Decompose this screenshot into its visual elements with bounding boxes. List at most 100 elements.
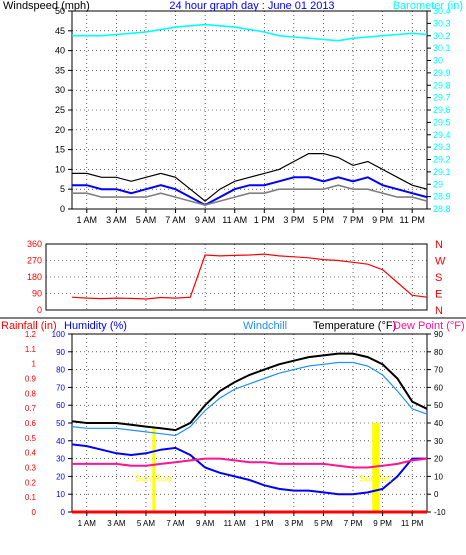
direction-ytick-label: 360 [27, 239, 42, 249]
humidity-ytick-label: 100 [52, 330, 66, 339]
series-avg [72, 184, 428, 206]
baro-ytick-label: 30.3 [433, 18, 451, 28]
temp-xtick-label: 5 AM [137, 519, 156, 528]
series-dewpoint [72, 457, 428, 469]
direction-ytick-label: 0 [37, 305, 42, 315]
temp-xtick-label: 9 AM [196, 519, 215, 528]
temp-ytick-label: -10 [434, 508, 446, 517]
temp-xtick-label: 11 AM [224, 519, 246, 528]
wind-xtick-label: 11 AM [222, 215, 247, 225]
rain-ytick-label: 0.6 [25, 419, 37, 428]
wind-ytick-label: 5 [60, 184, 65, 194]
direction-ytick-label: 270 [27, 256, 42, 266]
series-windchill [71, 361, 428, 437]
humidity-ytick-label: 30 [56, 455, 65, 464]
wind-ytick-label: 35 [55, 65, 65, 75]
baro-ytick-label: 29.6 [433, 105, 451, 115]
wind-ytick-label: 20 [55, 125, 65, 135]
baro-ytick-label: 29.4 [433, 130, 451, 140]
wind-ytick-label: 50 [55, 6, 65, 16]
legend-humidity: Humidity (%) [64, 320, 127, 332]
direction-ytick-label: 180 [27, 272, 42, 282]
sun-marker [152, 428, 156, 512]
wind-xtick-label: 7 AM [165, 215, 186, 225]
direction-ytick-label: 90 [32, 289, 42, 299]
temp-xtick-label: 3 AM [107, 519, 126, 528]
legend-windchill: Windchill [243, 320, 287, 332]
temp-ytick-label: 70 [434, 366, 443, 375]
temp-xtick-label: 9 PM [373, 519, 392, 528]
rain-ytick-label: 0.4 [25, 449, 37, 458]
wind-ytick-label: 30 [55, 85, 65, 95]
series-gust [72, 153, 428, 202]
rain-ytick-label: 1.2 [25, 330, 37, 339]
temp-xtick-label: 5 PM [314, 519, 333, 528]
graph-title: 24 hour graph day : June 01 2013 [169, 0, 334, 12]
temp-ytick-label: 60 [434, 383, 443, 392]
wind-ytick-label: 0 [60, 204, 65, 214]
temp-xtick-label: 1 PM [255, 519, 274, 528]
temp-xtick-label: 11 PM [401, 519, 424, 528]
compass-label: S [435, 272, 442, 284]
barometer-axis-title: Barometer (in) [393, 0, 463, 12]
temp-xtick-label: 1 AM [78, 519, 97, 528]
temp-ytick-label: 10 [434, 472, 443, 481]
temp-ytick-label: 30 [434, 437, 443, 446]
temp-ytick-label: 80 [434, 348, 443, 357]
wind-ytick-label: 10 [55, 164, 65, 174]
humidity-ytick-label: 80 [56, 366, 65, 375]
rain-ytick-label: 0.1 [25, 493, 37, 502]
humidity-ytick-label: 0 [61, 508, 66, 517]
temp-panel-frame [71, 333, 428, 513]
baro-ytick-label: 29.9 [433, 68, 451, 78]
wind-ytick-label: 15 [55, 145, 65, 155]
wind-xtick-label: 3 AM [106, 215, 127, 225]
wind-xtick-label: 5 AM [136, 215, 157, 225]
wind-ytick-label: 40 [55, 46, 65, 56]
compass-label: W [435, 256, 446, 268]
temp-ytick-label: 40 [434, 419, 443, 428]
compass-label: E [435, 289, 442, 301]
humidity-ytick-label: 50 [56, 419, 65, 428]
sun-label: Sun Rise [135, 474, 172, 484]
baro-ytick-label: 28.9 [433, 192, 451, 202]
wind-xtick-label: 11 PM [400, 215, 425, 225]
wind-xtick-label: 9 PM [372, 215, 393, 225]
wind-xtick-label: 1 AM [77, 215, 98, 225]
compass-label: N [435, 305, 443, 317]
baro-ytick-label: 30.2 [433, 31, 451, 41]
series-humidity [71, 443, 427, 496]
baro-ytick-label: 29.7 [433, 93, 451, 103]
wind-xtick-label: 1 PM [254, 215, 275, 225]
temp-xtick-label: 3 PM [285, 519, 304, 528]
humidity-ytick-label: 10 [56, 490, 65, 499]
series-temperature [71, 352, 428, 432]
series-direction [71, 253, 428, 300]
humidity-ytick-label: 40 [56, 437, 65, 446]
baro-ytick-label: 30.1 [433, 43, 451, 53]
temp-ytick-label: 90 [434, 330, 443, 339]
rain-ytick-label: 0.5 [25, 434, 37, 443]
baro-ytick-label: 29.8 [433, 80, 451, 90]
humidity-ytick-label: 70 [56, 383, 65, 392]
wind-ytick-label: 25 [55, 105, 65, 115]
baro-ytick-label: 30 [433, 56, 443, 66]
wind-axis-title: Windspeed (mph) [3, 0, 90, 12]
baro-ytick-label: 29 [433, 179, 443, 189]
humidity-ytick-label: 20 [56, 472, 65, 481]
humidity-ytick-label: 90 [56, 348, 65, 357]
temp-ytick-label: 0 [434, 490, 439, 499]
temp-ytick-label: 20 [434, 455, 443, 464]
rain-ytick-label: 1.1 [25, 345, 37, 354]
series-speed [72, 176, 428, 207]
wind-xtick-label: 9 AM [195, 215, 216, 225]
rain-ytick-label: 0.9 [25, 375, 37, 384]
compass-label: N [435, 239, 443, 251]
baro-ytick-label: 30.4 [433, 6, 451, 16]
temp-xtick-label: 7 PM [344, 519, 363, 528]
legend-rainfall: Rainfall (in) [1, 320, 57, 332]
baro-ytick-label: 29.1 [433, 167, 451, 177]
rain-ytick-label: 1 [32, 360, 37, 369]
